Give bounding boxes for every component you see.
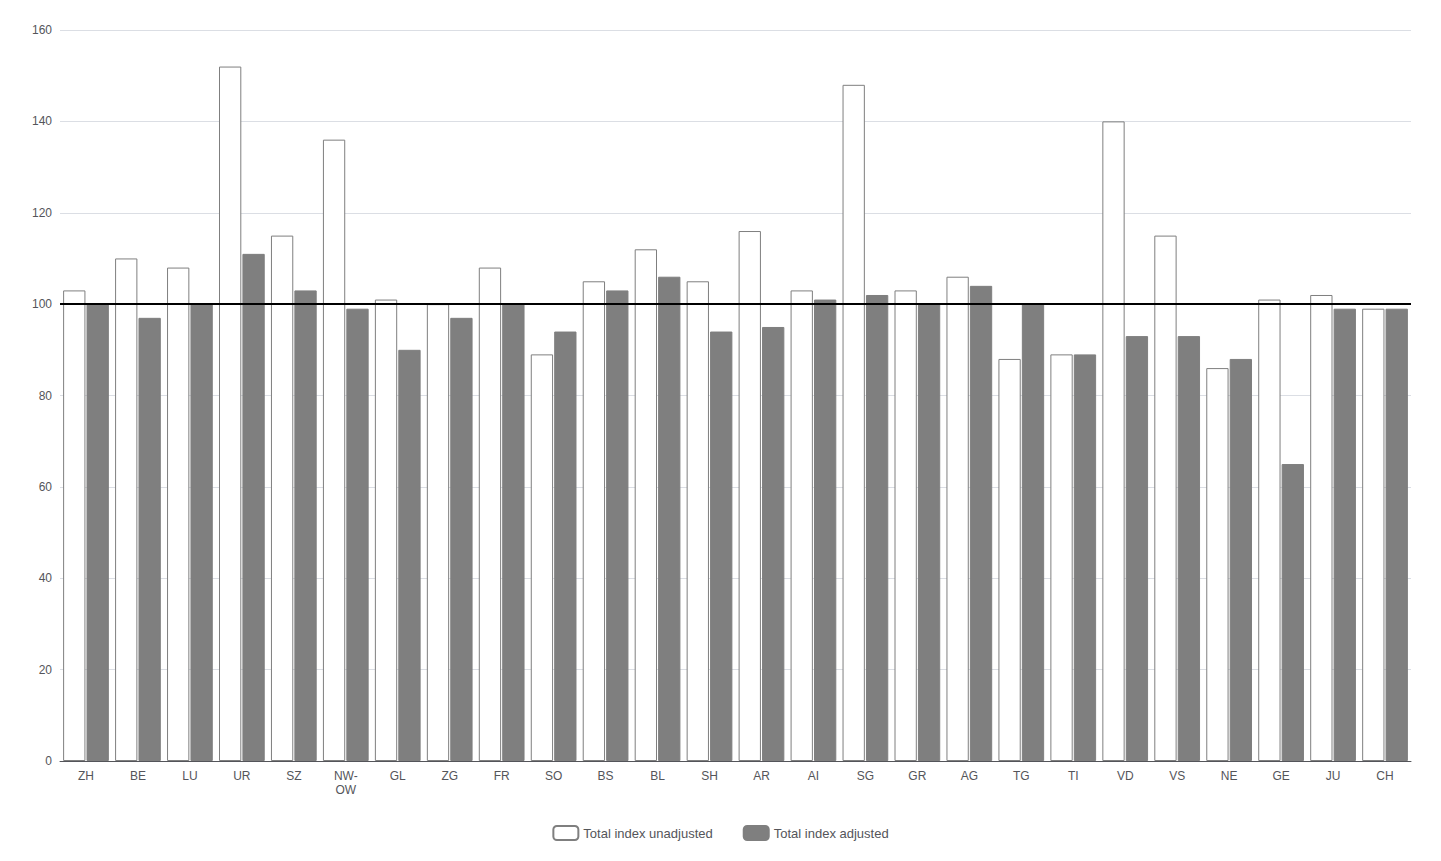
svg-text:160: 160 [32,23,52,37]
svg-text:CH: CH [1376,769,1393,783]
svg-text:ZG: ZG [441,769,458,783]
svg-text:80: 80 [39,389,53,403]
svg-text:NE: NE [1221,769,1238,783]
svg-text:SO: SO [545,769,562,783]
svg-text:JU: JU [1326,769,1341,783]
svg-text:NW-: NW- [334,769,358,783]
svg-text:Total index unadjusted: Total index unadjusted [583,826,712,841]
svg-text:100: 100 [32,297,52,311]
svg-text:120: 120 [32,206,52,220]
svg-text:BE: BE [130,769,146,783]
svg-text:GL: GL [390,769,406,783]
svg-text:AI: AI [808,769,819,783]
svg-text:0: 0 [45,754,52,768]
svg-text:ZH: ZH [78,769,94,783]
svg-text:UR: UR [233,769,251,783]
svg-text:FR: FR [494,769,510,783]
svg-text:TI: TI [1068,769,1079,783]
svg-text:BL: BL [650,769,665,783]
svg-text:AR: AR [753,769,770,783]
svg-text:AG: AG [961,769,978,783]
svg-text:Total index adjusted: Total index adjusted [774,826,889,841]
svg-text:LU: LU [182,769,197,783]
svg-text:SG: SG [857,769,874,783]
svg-text:OW: OW [335,783,356,797]
svg-text:VS: VS [1169,769,1185,783]
svg-text:SZ: SZ [286,769,301,783]
svg-text:VD: VD [1117,769,1134,783]
svg-text:60: 60 [39,480,53,494]
svg-text:20: 20 [39,663,53,677]
svg-text:GR: GR [908,769,926,783]
svg-text:40: 40 [39,571,53,585]
svg-text:140: 140 [32,114,52,128]
svg-text:SH: SH [701,769,718,783]
svg-text:BS: BS [598,769,614,783]
svg-text:TG: TG [1013,769,1030,783]
svg-text:GE: GE [1272,769,1289,783]
